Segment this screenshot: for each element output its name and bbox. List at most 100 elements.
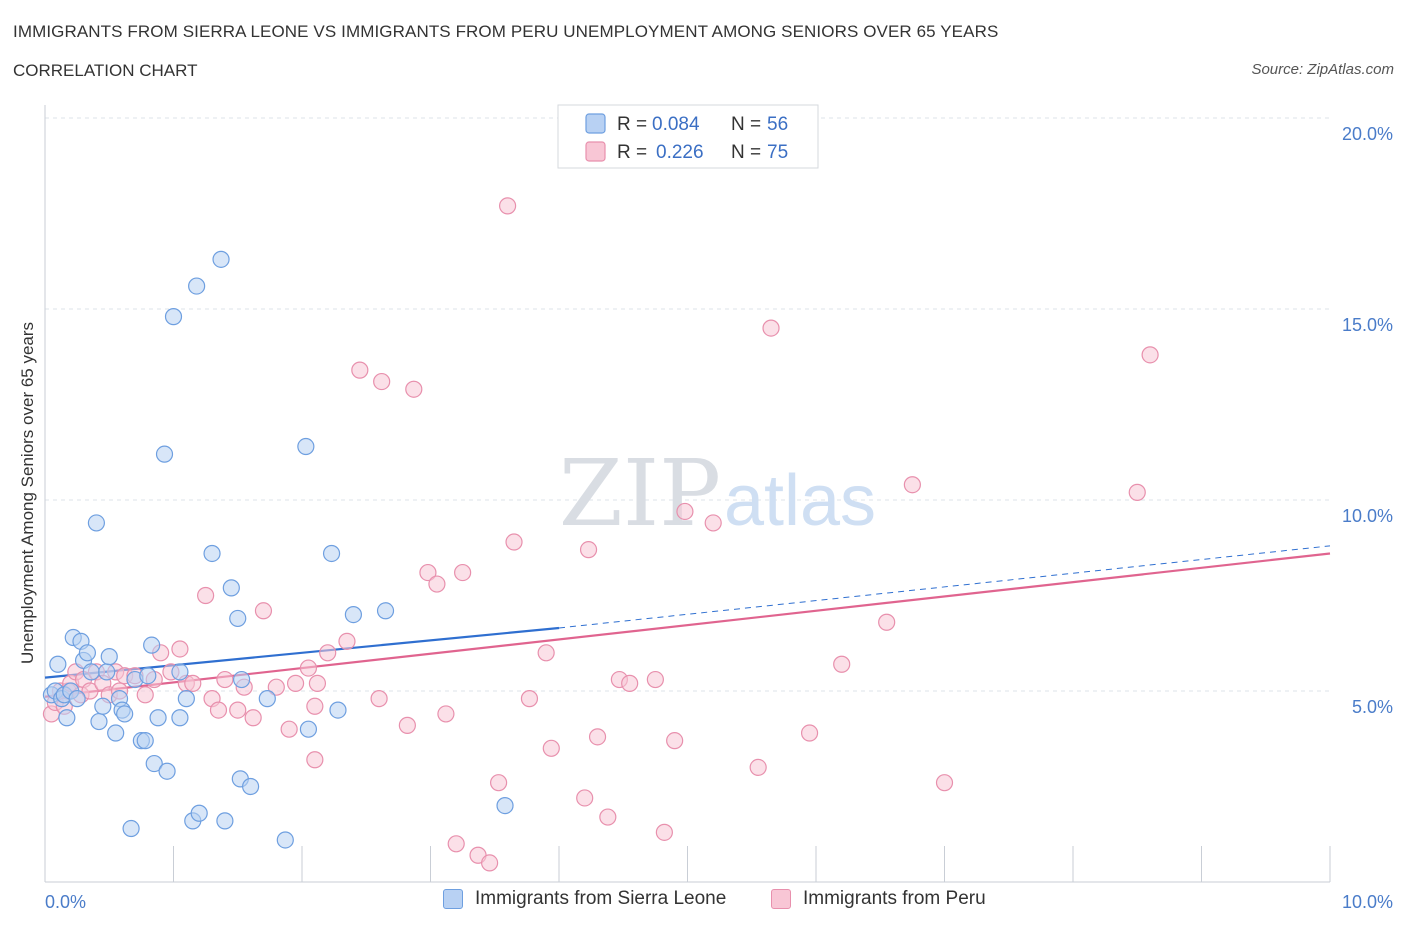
data-point-peru (599, 808, 617, 826)
data-point-peru (244, 709, 262, 727)
data-point-sierra (87, 514, 106, 532)
data-point-sierra (171, 709, 189, 727)
data-point-peru (254, 602, 273, 620)
data-point-peru (481, 854, 499, 872)
data-point-sierra (344, 605, 362, 624)
data-point-peru (286, 674, 305, 692)
data-point-sierra (188, 277, 206, 295)
data-point-peru (280, 720, 298, 738)
legend-label-sierra: Immigrants from Sierra Leone (475, 888, 727, 909)
data-point-peru (935, 774, 954, 792)
y-tick-label: 20.0% (1342, 124, 1393, 144)
data-point-sierra (233, 670, 251, 689)
data-point-sierra (229, 609, 247, 628)
data-point-peru (676, 502, 694, 521)
data-points (42, 197, 1159, 872)
legend-swatch-sierra-bottom (443, 889, 463, 909)
data-point-peru (903, 476, 921, 494)
data-point-sierra (212, 250, 230, 268)
data-point-peru (184, 674, 202, 692)
legend-n-label-peru: N = (731, 142, 761, 163)
data-point-sierra (94, 697, 112, 715)
y-tick-label: 15.0% (1342, 315, 1393, 335)
data-point-peru (136, 686, 154, 704)
data-point-peru (576, 789, 594, 807)
data-point-peru (749, 758, 767, 777)
bottom-legend: Immigrants from Sierra Leone Immigrants … (0, 888, 1406, 916)
data-point-sierra (143, 636, 161, 654)
data-point-sierra (107, 724, 125, 742)
data-point-peru (762, 319, 780, 337)
data-point-peru (267, 678, 285, 696)
data-point-sierra (299, 720, 318, 738)
data-point-peru (299, 659, 318, 677)
data-point-peru (1141, 346, 1159, 364)
legend-n-value-peru: 75 (767, 142, 788, 163)
data-point-sierra (258, 690, 276, 708)
data-point-sierra (155, 445, 174, 463)
data-point-peru (579, 541, 598, 559)
data-point-peru (520, 690, 539, 708)
source-label: Source: ZipAtlas.com (1251, 61, 1394, 78)
x-tick-label: 0.0% (45, 892, 86, 912)
tick-labels: 5.0% 10.0% 15.0% 20.0% 0.0% 10.0% (45, 124, 1393, 912)
legend-swatch-sierra (585, 113, 606, 134)
data-point-peru (81, 682, 99, 700)
data-point-peru (405, 380, 423, 398)
data-point-sierra (297, 437, 315, 456)
stats-legend: R = 0.084 N = 56 R = 0.226 N = 75 (557, 104, 819, 169)
x-tick-label: 10.0% (1342, 892, 1393, 912)
data-point-sierra (164, 308, 183, 326)
data-point-peru (537, 644, 555, 662)
trend-line-peru (44, 552, 1331, 698)
data-point-peru (655, 823, 673, 841)
data-point-peru (454, 563, 472, 582)
data-point-sierra (276, 831, 294, 849)
data-point-sierra (203, 544, 221, 563)
data-point-peru (490, 774, 508, 792)
data-point-sierra (171, 663, 189, 681)
data-point-peru (588, 728, 607, 746)
legend-r-label-peru: R = (617, 142, 647, 163)
data-point-sierra (49, 655, 67, 673)
legend-n-value-sierra: 56 (767, 114, 788, 135)
data-point-peru (878, 613, 896, 631)
data-point-sierra (145, 754, 163, 773)
data-point-peru (373, 372, 391, 391)
data-point-peru (437, 705, 455, 723)
data-point-sierra (90, 712, 108, 731)
data-point-peru (370, 690, 388, 708)
data-point-peru (666, 732, 684, 750)
data-point-peru (419, 563, 437, 582)
data-point-peru (306, 751, 324, 769)
chart-subtitle: CORRELATION CHART (13, 61, 198, 80)
data-point-peru (833, 655, 851, 673)
data-point-sierra (58, 709, 76, 727)
data-point-peru (306, 697, 324, 715)
grid-lines (45, 117, 1330, 692)
y-tick-label: 5.0% (1352, 697, 1393, 717)
data-point-sierra (116, 705, 134, 723)
data-point-sierra (136, 732, 154, 750)
data-point-peru (499, 197, 517, 215)
data-point-peru (216, 670, 234, 689)
data-point-sierra (177, 690, 195, 708)
legend-r-value-sierra: 0.084 (652, 114, 700, 135)
data-point-sierra (68, 690, 86, 708)
data-point-sierra (216, 812, 234, 830)
data-point-sierra (376, 602, 395, 620)
data-point-peru (800, 724, 819, 742)
data-point-sierra (190, 804, 208, 822)
data-point-peru (505, 533, 523, 551)
data-point-peru (542, 739, 560, 757)
data-point-peru (171, 640, 189, 658)
legend-r-value-peru: 0.226 (656, 142, 704, 163)
data-point-sierra (222, 579, 240, 597)
data-point-peru (209, 701, 228, 719)
data-point-peru (197, 586, 215, 605)
data-point-sierra (158, 762, 176, 780)
legend-swatch-peru (585, 141, 606, 162)
data-point-peru (621, 674, 639, 692)
data-point-sierra (82, 663, 100, 681)
